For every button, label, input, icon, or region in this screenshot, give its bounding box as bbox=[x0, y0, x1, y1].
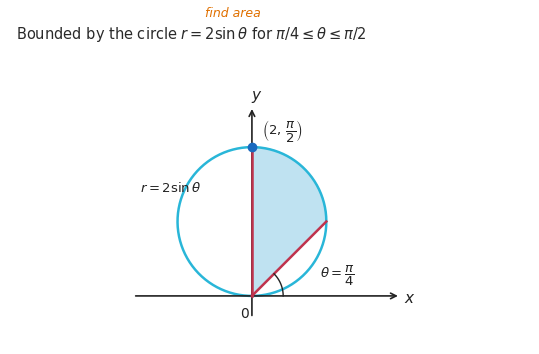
Polygon shape bbox=[252, 147, 326, 296]
Text: $\left(2,\,\dfrac{\pi}{2}\right)$: $\left(2,\,\dfrac{\pi}{2}\right)$ bbox=[261, 118, 302, 144]
Text: $\theta=\dfrac{\pi}{4}$: $\theta=\dfrac{\pi}{4}$ bbox=[320, 264, 355, 288]
Text: find area: find area bbox=[205, 7, 260, 20]
Text: $r = 2\sin\theta$: $r = 2\sin\theta$ bbox=[140, 181, 201, 195]
Text: $0$: $0$ bbox=[239, 307, 250, 321]
Text: Bounded by the circle $r = 2\sin\theta$ for $\pi/4 \leq \theta \leq \pi/2$: Bounded by the circle $r = 2\sin\theta$ … bbox=[16, 25, 367, 44]
Text: $x$: $x$ bbox=[404, 291, 415, 306]
Text: $y$: $y$ bbox=[251, 90, 262, 105]
